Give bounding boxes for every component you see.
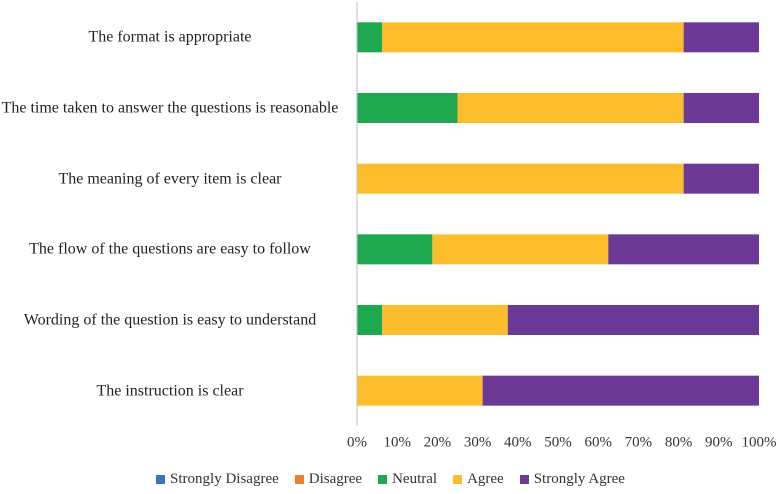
bar-segment (507, 305, 759, 335)
bar-segment (357, 22, 383, 53)
legend-item: Disagree (294, 471, 363, 488)
legend-label: Strongly Disagree (170, 471, 279, 487)
x-tick-label: 70% (625, 434, 653, 450)
x-tick-label: 60% (584, 434, 612, 450)
bar-segment (683, 22, 759, 53)
bar-segment (357, 234, 433, 265)
x-tick-label: 90% (705, 434, 733, 450)
x-tick-label: 10% (383, 434, 411, 450)
x-tick-label: 100% (742, 434, 777, 450)
legend-label: Disagree (308, 471, 363, 487)
legend-item: Neutral (378, 471, 437, 488)
x-tick-label: 0% (347, 434, 367, 450)
legend-swatch (378, 475, 388, 484)
legend-item: Strongly Agree (519, 471, 625, 488)
category-label: The meaning of every item is clear (58, 170, 282, 188)
x-tick-label: 40% (504, 434, 532, 450)
bar-segment (683, 93, 759, 123)
legend-swatch (453, 475, 463, 484)
bar-segment (382, 305, 508, 335)
category-label: The instruction is clear (96, 382, 244, 400)
bar-segment (608, 234, 759, 265)
legend-label: Neutral (392, 471, 438, 487)
legend-item: Strongly Disagree (156, 471, 279, 488)
legend-label: Agree (467, 471, 504, 487)
bar-segment (357, 305, 383, 335)
bar-segment (357, 375, 483, 406)
bar-segment (432, 234, 609, 265)
bar-segment (482, 375, 759, 406)
x-tick-label: 20% (424, 434, 452, 450)
bar-segment (683, 163, 759, 194)
legend-swatch (156, 475, 166, 484)
category-label: The flow of the questions are easy to fo… (29, 240, 311, 258)
category-label: Wording of the question is easy to under… (23, 311, 317, 329)
bar-segment (457, 93, 684, 123)
legend-item: Agree (453, 471, 504, 488)
x-tick-label: 50% (544, 434, 572, 450)
category-label: The format is appropriate (88, 28, 252, 46)
bar-segment (382, 22, 684, 53)
category-label: The time taken to answer the questions i… (1, 99, 339, 117)
legend-swatch (294, 475, 304, 484)
bar-segment (357, 93, 458, 123)
legend-label: Strongly Agree (533, 471, 625, 487)
x-tick-label: 80% (665, 434, 693, 450)
bar-segment (357, 163, 684, 194)
legend-swatch (519, 475, 529, 484)
x-tick-label: 30% (464, 434, 492, 450)
legend: Strongly Disagree Disagree Neutral Agree Str… (0, 471, 781, 488)
